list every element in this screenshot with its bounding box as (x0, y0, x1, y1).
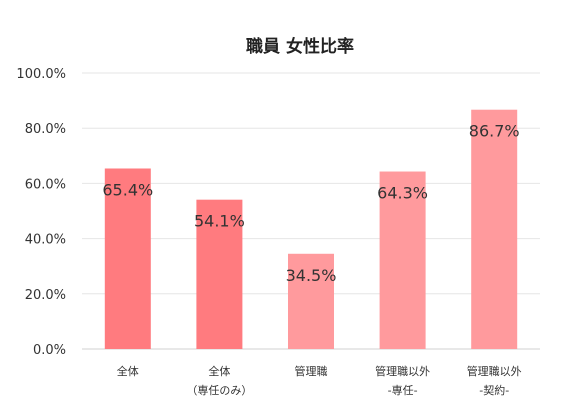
y-tick-label: 100.0% (16, 67, 66, 82)
bars (104, 109, 518, 349)
data-label: 86.7% (469, 122, 520, 141)
x-axis-ticks: 全体 全体 （専任のみ） 管理職 管理職以外 -専任- 管理職以外 -契約- (117, 364, 522, 397)
bar (196, 199, 243, 349)
bar (288, 253, 334, 349)
y-tick-label: 0.0% (33, 343, 66, 358)
data-label: 64.3% (377, 184, 428, 203)
y-tick-label: 80.0% (25, 122, 66, 137)
gridlines (82, 72, 540, 350)
bar (471, 109, 518, 349)
chart-title: 職員 女性比率 (246, 36, 354, 57)
x-tick-label: -専任- (388, 384, 418, 397)
y-tick-label: 20.0% (25, 288, 66, 303)
x-tick-label: 全体 (208, 364, 230, 378)
x-tick-label: -契約- (479, 383, 509, 397)
y-tick-label: 40.0% (25, 233, 66, 248)
data-label: 54.1% (194, 212, 245, 231)
x-tick-label: 管理職 (295, 364, 328, 378)
data-labels: 65.4% 54.1% 34.5% 64.3% 86.7% (102, 122, 519, 285)
x-tick-label: 全体 (117, 364, 139, 378)
y-axis-ticks: 0.0% 20.0% 40.0% 60.0% 80.0% 100.0% (16, 67, 66, 358)
bar (104, 168, 151, 349)
data-label: 34.5% (286, 266, 337, 285)
x-tick-label: （専任のみ） (186, 384, 252, 397)
x-tick-label: 管理職以外 (467, 364, 522, 378)
bar (379, 171, 426, 349)
data-label: 65.4% (102, 180, 153, 199)
y-tick-label: 60.0% (25, 177, 66, 192)
x-tick-label: 管理職以外 (375, 364, 430, 378)
